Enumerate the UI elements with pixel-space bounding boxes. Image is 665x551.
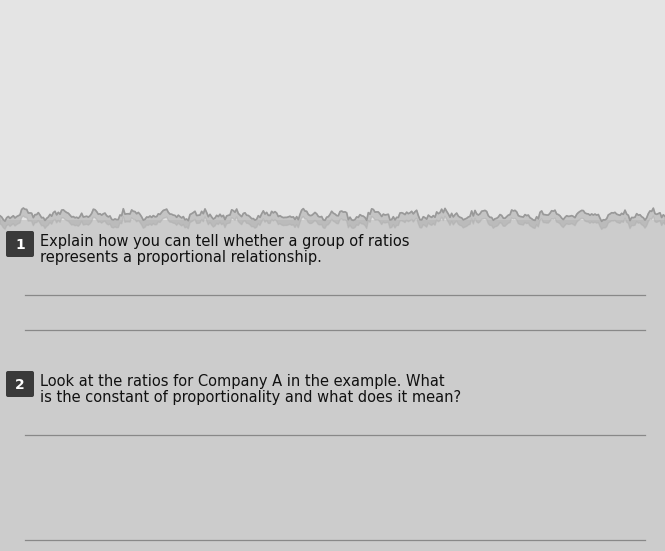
FancyBboxPatch shape — [120, 16, 440, 146]
FancyBboxPatch shape — [279, 60, 323, 82]
FancyBboxPatch shape — [323, 60, 367, 82]
FancyBboxPatch shape — [573, 67, 611, 86]
Text: Cost ($): Cost ($) — [156, 66, 200, 76]
FancyBboxPatch shape — [435, 45, 665, 145]
Text: = 3: = 3 — [154, 96, 176, 110]
FancyBboxPatch shape — [235, 38, 279, 60]
Text: 30: 30 — [293, 64, 309, 78]
Text: cost: cost — [570, 8, 596, 21]
FancyBboxPatch shape — [367, 60, 411, 82]
Text: $\frac{30}{10}$: $\frac{30}{10}$ — [187, 94, 205, 122]
FancyBboxPatch shape — [535, 67, 573, 86]
Text: 5: 5 — [253, 42, 261, 56]
Text: This relationship is not pro: This relationship is not pro — [437, 151, 595, 164]
Text: $\frac{15}{5}$: $\frac{15}{5}$ — [129, 86, 147, 114]
Text: 35: 35 — [584, 89, 600, 102]
Text: These ratios are all equivalent.: These ratios are all equivalent. — [125, 142, 332, 155]
Text: This relationship is proportional.: This relationship is proportional. — [125, 158, 340, 171]
FancyBboxPatch shape — [435, 67, 535, 86]
Text: $\frac{80}{25}$: $\frac{80}{25}$ — [542, 106, 558, 132]
Text: = 3.5: = 3.5 — [508, 116, 539, 126]
Text: Number of Mugs: Number of Mugs — [446, 72, 524, 81]
Text: Explain how you can tell whether a group of ratios: Explain how you can tell whether a group… — [40, 234, 410, 249]
Text: = 4: = 4 — [458, 116, 478, 126]
Text: Company A: Company A — [233, 20, 327, 35]
FancyBboxPatch shape — [0, 0, 665, 240]
Text: 20: 20 — [546, 89, 562, 102]
FancyBboxPatch shape — [535, 86, 573, 105]
Text: Company B: Company B — [508, 49, 592, 62]
FancyBboxPatch shape — [6, 231, 34, 257]
Text: $\frac{75}{25}$: $\frac{75}{25}$ — [243, 102, 261, 130]
FancyBboxPatch shape — [279, 38, 323, 60]
Text: Number of Mugs: Number of Mugs — [132, 44, 223, 54]
Text: is the constant of proportionality and what does it mean?: is the constant of proportionality and w… — [40, 390, 461, 405]
Text: Look at the ratios for Company A in the example. What: Look at the ratios for Company A in the … — [40, 374, 445, 389]
FancyBboxPatch shape — [120, 38, 235, 60]
Text: 2: 2 — [15, 378, 25, 392]
Text: of mugs.: of mugs. — [390, 8, 444, 21]
Text: 10: 10 — [584, 70, 600, 83]
Text: These ratios are not all equ: These ratios are not all equ — [437, 137, 600, 150]
Text: 25: 25 — [337, 42, 353, 56]
FancyBboxPatch shape — [0, 223, 665, 551]
FancyBboxPatch shape — [0, 220, 665, 551]
FancyBboxPatch shape — [573, 86, 611, 105]
Text: 15: 15 — [249, 64, 265, 78]
Text: $\frac{150}{50}$: $\frac{150}{50}$ — [302, 110, 328, 138]
Text: = 3.2: = 3.2 — [563, 116, 594, 126]
Text: = 3: = 3 — [214, 105, 237, 117]
FancyBboxPatch shape — [235, 60, 279, 82]
Text: 5: 5 — [550, 70, 558, 83]
FancyBboxPatch shape — [6, 371, 34, 397]
Text: 75: 75 — [337, 64, 353, 78]
Text: $\frac{20}{5}$: $\frac{20}{5}$ — [437, 106, 453, 132]
Text: represents a proportional relationship.: represents a proportional relationship. — [40, 250, 322, 265]
Text: 10: 10 — [293, 42, 309, 56]
FancyBboxPatch shape — [435, 86, 535, 105]
FancyBboxPatch shape — [323, 38, 367, 60]
Text: 50: 50 — [381, 42, 397, 56]
Text: = 3: = 3 — [270, 112, 293, 126]
Text: 150: 150 — [377, 64, 401, 78]
Text: = 3: = 3 — [335, 121, 358, 133]
Text: 1: 1 — [15, 238, 25, 252]
FancyBboxPatch shape — [367, 38, 411, 60]
Text: $\frac{35}{10}$: $\frac{35}{10}$ — [485, 106, 501, 132]
FancyBboxPatch shape — [120, 60, 235, 82]
Text: Cost ($): Cost ($) — [466, 91, 503, 100]
